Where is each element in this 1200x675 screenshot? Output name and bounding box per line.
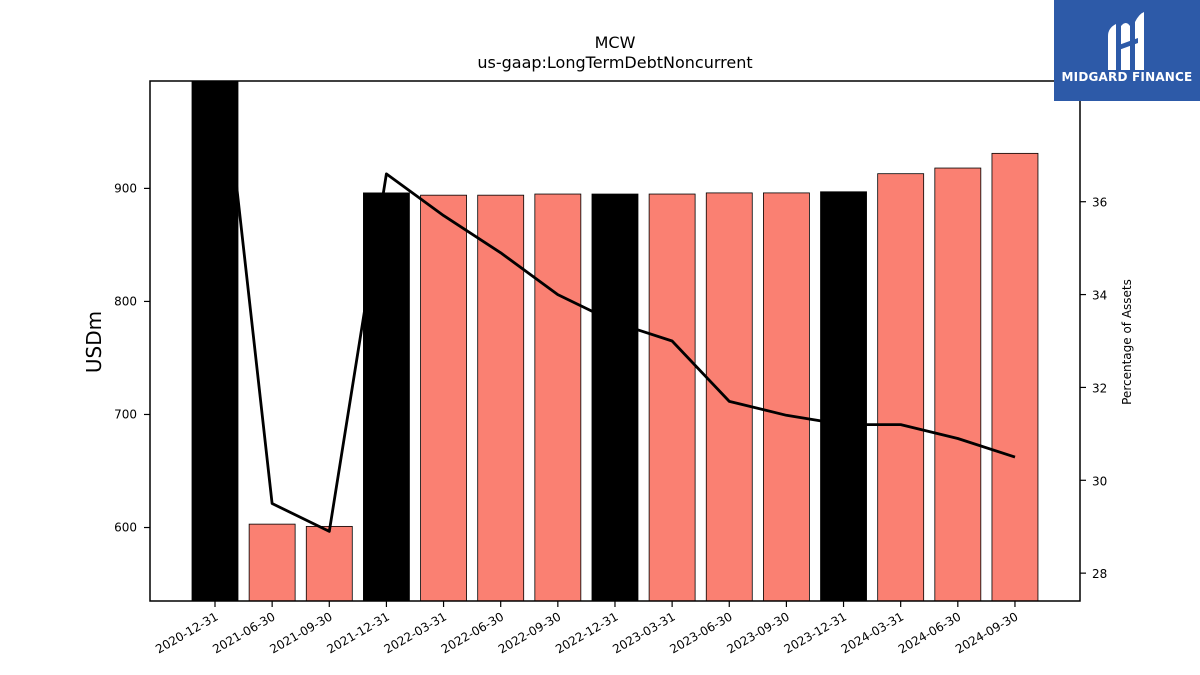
bar-2024-06-30 — [934, 167, 982, 601]
x-tick-label: 2023-12-31 — [782, 609, 849, 656]
x-tick-label: 2022-09-30 — [496, 609, 563, 656]
x-tick-label: 2024-06-30 — [896, 609, 963, 656]
x-tick-label: 2022-06-30 — [439, 609, 506, 656]
x-tick-label: 2024-03-31 — [839, 609, 906, 656]
bar-2020-12-31 — [191, 81, 239, 601]
y2-tick-label: 30 — [1092, 474, 1107, 488]
x-tick-label: 2024-09-30 — [953, 609, 1020, 656]
bar-2022-06-30 — [477, 194, 525, 601]
y-tick-label: 600 — [114, 521, 137, 535]
bar-2023-03-31 — [648, 193, 696, 601]
bar-2021-09-30 — [305, 525, 353, 601]
bar-2021-06-30 — [248, 523, 296, 601]
x-tick-label: 2022-12-31 — [553, 609, 620, 656]
bar-2021-12-31 — [363, 192, 410, 601]
x-tick-label: 2020-12-31 — [153, 609, 220, 656]
midgard-finance-logo: MIDGARD FINANCE — [1054, 0, 1200, 101]
bar-2022-03-31 — [420, 194, 467, 601]
bar-2023-09-30 — [763, 192, 810, 601]
y2-tick-label: 28 — [1092, 567, 1107, 581]
bar-2023-12-31 — [820, 191, 867, 601]
bar-2022-12-31 — [591, 193, 639, 601]
x-tick-label: 2023-09-30 — [724, 609, 791, 656]
x-tick-label: 2021-06-30 — [210, 609, 277, 656]
chart-title: MCW — [595, 33, 636, 52]
logo-mark-icon — [1108, 12, 1144, 70]
x-tick-label: 2023-03-31 — [610, 609, 677, 656]
x-tick-label: 2022-03-31 — [382, 609, 449, 656]
bar-2023-06-30 — [705, 192, 753, 601]
bar-2024-03-31 — [877, 173, 925, 601]
bar-2024-09-30 — [991, 152, 1039, 601]
logo-text: MIDGARD FINANCE — [1061, 70, 1193, 84]
bar-2022-09-30 — [534, 193, 582, 601]
y2-tick-label: 36 — [1092, 196, 1107, 210]
chart-subtitle: us-gaap:LongTermDebtNoncurrent — [477, 53, 752, 72]
y2-tick-label: 32 — [1092, 381, 1107, 395]
y-tick-label: 800 — [114, 294, 137, 308]
x-tick-label: 2021-09-30 — [267, 609, 334, 656]
y-axis-label: USDm — [82, 311, 106, 373]
x-tick-label: 2023-06-30 — [667, 609, 734, 656]
y-tick-label: 700 — [114, 407, 137, 421]
percentage-of-assets-line — [223, 81, 1016, 533]
y2-tick-label: 34 — [1092, 289, 1107, 303]
x-tick-label: 2021-12-31 — [325, 609, 392, 656]
y-tick-label: 900 — [114, 181, 137, 195]
y2-axis-label: Percentage of Assets — [1120, 279, 1134, 405]
